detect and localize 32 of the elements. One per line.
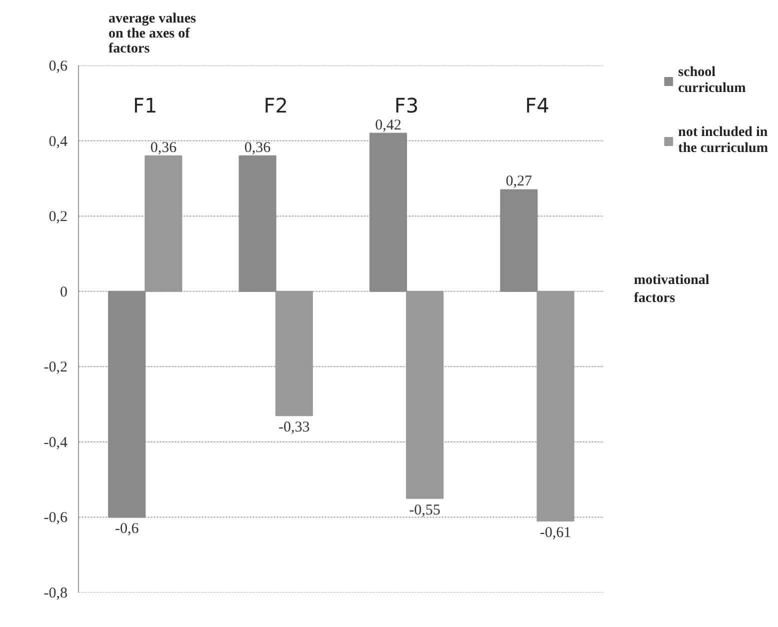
- bar: [275, 290, 313, 416]
- y-tick-label: -0,6: [44, 510, 68, 526]
- x-tick-label: F2: [264, 94, 288, 118]
- bar: [500, 189, 538, 292]
- legend-label: not included in the curriculum: [678, 125, 768, 157]
- y-tick-label: 0: [60, 284, 68, 300]
- y-tick-label: 0,2: [48, 209, 68, 226]
- bar: [406, 290, 444, 499]
- bar: [144, 155, 182, 292]
- x-axis-title: motivational factors: [634, 272, 710, 306]
- data-label: 0,42: [375, 117, 402, 134]
- data-label: -0,33: [278, 420, 310, 436]
- x-tick-label: F3: [394, 94, 419, 118]
- x-tick-label: F1: [133, 94, 158, 118]
- data-label: 0,36: [244, 140, 272, 156]
- bar: [369, 132, 408, 292]
- y-tick-label: -0,4: [44, 434, 68, 451]
- data-label: -0,6: [114, 521, 140, 538]
- bar: [108, 290, 146, 518]
- y-axis-title: average values on the axes of factors: [108, 12, 197, 56]
- y-tick-label: 0,4: [48, 134, 68, 150]
- data-label: -0,55: [409, 502, 440, 518]
- x-tick-label: F4: [525, 94, 550, 118]
- bar: [536, 290, 574, 522]
- data-label: 0,27: [506, 174, 533, 190]
- y-tick-label: -0,8: [44, 586, 68, 602]
- data-label: -0,61: [540, 524, 572, 541]
- y-tick-label: -0,2: [44, 360, 68, 376]
- legend-label: school curriculum: [678, 65, 746, 97]
- bar: [238, 155, 276, 292]
- y-tick-label: 0,6: [48, 58, 68, 74]
- data-label: 0,36: [150, 140, 178, 156]
